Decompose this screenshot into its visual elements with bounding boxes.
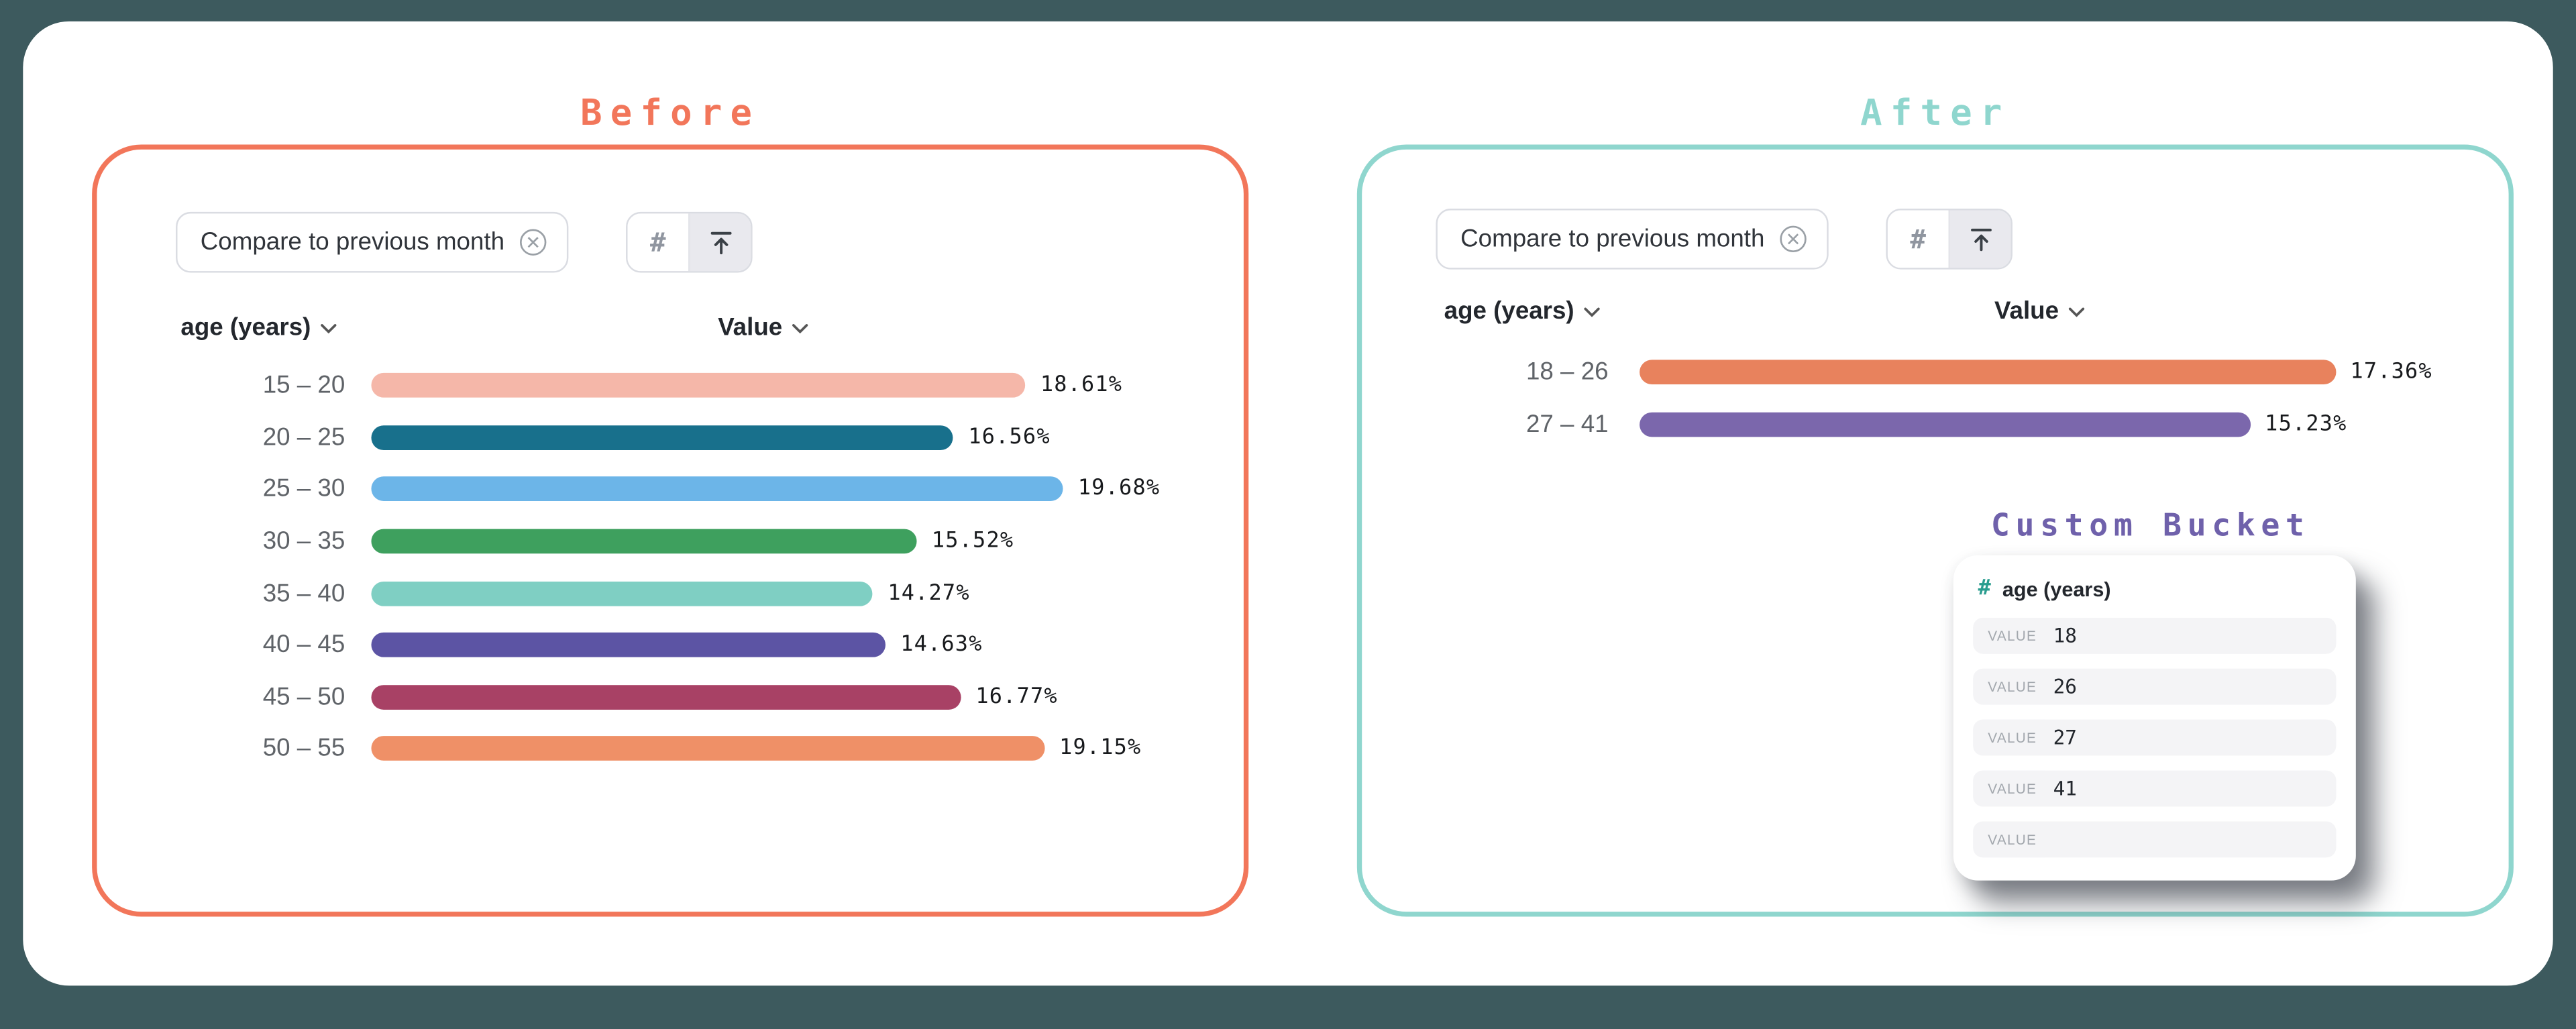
value-label: 14.63% bbox=[900, 633, 983, 658]
chart-row: 35 – 40 14.27% bbox=[180, 567, 1160, 619]
custom-bucket-header: # age (years) bbox=[1953, 555, 2356, 614]
bucket-value-row[interactable]: VALUE 41 bbox=[1973, 770, 2337, 807]
measure-header[interactable]: Value bbox=[718, 313, 808, 342]
bar[interactable] bbox=[371, 373, 1026, 398]
hash-icon: # bbox=[649, 226, 666, 258]
chart-row: 45 – 50 16.77% bbox=[180, 671, 1160, 723]
bar[interactable] bbox=[1640, 360, 2336, 385]
hash-icon: # bbox=[1910, 223, 1926, 255]
numeric-bucket-button[interactable]: # bbox=[627, 213, 689, 272]
binning-arrow-up-icon bbox=[710, 231, 731, 254]
chart-row: 20 – 25 16.56% bbox=[180, 412, 1160, 464]
measure-header-label: Value bbox=[1994, 297, 2059, 325]
bar[interactable] bbox=[371, 581, 873, 606]
value-label: 17.36% bbox=[2350, 360, 2432, 385]
custom-bucket-card: # age (years) VALUE 18 VALUE 26 VALUE 27 VALUE… bbox=[1953, 555, 2356, 881]
bucket-value-row[interactable]: VALUE bbox=[1973, 821, 2337, 858]
bar[interactable] bbox=[371, 477, 1063, 502]
chevron-down-icon bbox=[321, 323, 337, 333]
bucket-toolbar: # bbox=[626, 211, 753, 273]
category-label: 45 – 50 bbox=[262, 683, 345, 712]
chevron-down-icon bbox=[2069, 307, 2085, 317]
category-label: 35 – 40 bbox=[262, 579, 345, 608]
binning-button[interactable] bbox=[1948, 210, 2011, 268]
category-label: 50 – 55 bbox=[262, 735, 345, 763]
bar[interactable] bbox=[371, 737, 1045, 761]
bucket-value: 26 bbox=[2053, 675, 2078, 698]
hash-icon: # bbox=[1978, 576, 1991, 602]
measure-header-label: Value bbox=[718, 313, 783, 342]
after-title: After bbox=[1860, 93, 2010, 135]
bar[interactable] bbox=[371, 684, 961, 710]
bucket-value: 27 bbox=[2053, 726, 2078, 749]
value-label: 14.27% bbox=[888, 581, 970, 606]
bucket-value-row-label: VALUE bbox=[1988, 678, 2037, 695]
dimension-header-label: age (years) bbox=[1444, 297, 1574, 325]
bucket-toolbar: # bbox=[1886, 209, 2013, 270]
bucket-value-row[interactable]: VALUE 27 bbox=[1973, 719, 2337, 756]
after-bar-chart: 18 – 26 17.36% 27 – 41 15.23% bbox=[1444, 347, 2432, 451]
dimension-header[interactable]: age (years) bbox=[180, 313, 337, 342]
category-label: 20 – 25 bbox=[262, 423, 345, 452]
bucket-value-row-label: VALUE bbox=[1988, 729, 2037, 746]
chart-row: 25 – 30 19.68% bbox=[180, 464, 1160, 515]
category-label: 25 – 30 bbox=[262, 475, 345, 504]
chart-row: 50 – 55 19.15% bbox=[180, 723, 1160, 775]
filter-chip[interactable]: Compare to previous month bbox=[1436, 209, 1829, 270]
binning-arrow-up-icon bbox=[1970, 227, 1991, 250]
binning-button[interactable] bbox=[688, 213, 751, 272]
bucket-value: 41 bbox=[2053, 777, 2078, 800]
bucket-value-row-label: VALUE bbox=[1988, 780, 2037, 797]
chart-row: 18 – 26 17.36% bbox=[1444, 347, 2432, 398]
dimension-header-label: age (years) bbox=[180, 313, 311, 342]
value-label: 18.61% bbox=[1040, 373, 1123, 398]
bucket-value-row[interactable]: VALUE 18 bbox=[1973, 617, 2337, 654]
chart-row: 30 – 35 15.52% bbox=[180, 515, 1160, 567]
chevron-down-icon bbox=[1584, 307, 1601, 317]
bar[interactable] bbox=[371, 633, 886, 658]
before-title: Before bbox=[580, 93, 761, 135]
after-panel: Compare to previous month # age (years) bbox=[1356, 144, 2514, 917]
category-label: 40 – 45 bbox=[262, 631, 345, 659]
bar[interactable] bbox=[371, 425, 954, 450]
dimension-header[interactable]: age (years) bbox=[1444, 297, 1601, 325]
close-circle-icon[interactable] bbox=[519, 228, 547, 256]
chart-row: 15 – 20 18.61% bbox=[180, 360, 1160, 411]
category-label: 30 – 35 bbox=[262, 527, 345, 555]
custom-bucket-field-label: age (years) bbox=[2002, 577, 2111, 601]
bucket-value-row-label: VALUE bbox=[1988, 831, 2037, 848]
value-label: 19.68% bbox=[1077, 477, 1161, 502]
main-card: Before After Compare to previous month # bbox=[23, 21, 2553, 986]
value-label: 16.56% bbox=[968, 425, 1051, 450]
before-panel: Compare to previous month # age (years) bbox=[92, 144, 1249, 917]
category-label: 15 – 20 bbox=[262, 372, 345, 400]
value-label: 19.15% bbox=[1059, 737, 1142, 761]
filter-chip-label: Compare to previous month bbox=[200, 228, 505, 257]
close-circle-icon[interactable] bbox=[1779, 225, 1807, 254]
chart-row: 40 – 45 14.63% bbox=[180, 619, 1160, 671]
bar[interactable] bbox=[371, 529, 917, 554]
value-label: 15.52% bbox=[931, 529, 1014, 554]
bucket-value: 18 bbox=[2053, 624, 2078, 647]
value-label: 15.23% bbox=[2265, 412, 2347, 437]
chevron-down-icon bbox=[792, 323, 808, 333]
before-bar-chart: 15 – 20 18.61% 20 – 25 16.56% 25 – 30 19.68% 3… bbox=[180, 360, 1160, 775]
numeric-bucket-button[interactable]: # bbox=[1887, 210, 1949, 268]
bucket-value-row-label: VALUE bbox=[1988, 627, 2037, 645]
measure-header[interactable]: Value bbox=[1994, 297, 2085, 325]
custom-bucket-title: Custom Bucket bbox=[1990, 507, 2310, 544]
filter-chip[interactable]: Compare to previous month bbox=[176, 211, 569, 273]
custom-bucket-list: VALUE 18 VALUE 26 VALUE 27 VALUE 41 VALUE bbox=[1953, 614, 2356, 858]
category-label: 18 – 26 bbox=[1525, 358, 1609, 387]
filter-chip-label: Compare to previous month bbox=[1460, 225, 1765, 254]
bucket-value-row[interactable]: VALUE 26 bbox=[1973, 668, 2337, 705]
bar[interactable] bbox=[1640, 412, 2251, 437]
value-label: 16.77% bbox=[975, 684, 1058, 710]
category-label: 27 – 41 bbox=[1525, 410, 1609, 439]
chart-row: 27 – 41 15.23% bbox=[1444, 398, 2432, 450]
